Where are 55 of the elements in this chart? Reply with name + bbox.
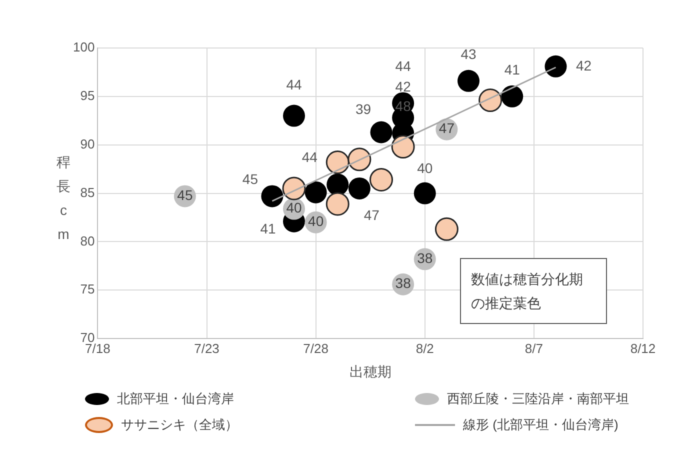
point [370,168,393,192]
annotation: 数値は穂首分化期の推定葉色 [471,270,584,313]
annotation: 42 [395,78,412,95]
annotation: 45 [177,187,193,204]
x-axis-title: 出穂期 [349,363,392,380]
x-tick-label: 7/23 [194,340,220,356]
annotation: 43 [460,46,476,62]
point [414,182,436,204]
point [478,88,502,112]
x-tick-label: 8/7 [524,340,543,356]
legend-label: 北部平坦・仙台湾岸 [117,390,234,408]
point [370,121,392,144]
annotation: 41 [504,61,520,78]
y-axis-title: 稈長cm [56,153,71,244]
y-tick-label: 90 [80,136,95,152]
point [348,177,370,200]
point [282,176,306,200]
y-tick-label: 100 [72,40,95,55]
annotation: 44 [302,149,318,166]
point [283,104,305,127]
legend-label: 線形 (北部平坦・仙台湾岸) [463,416,618,434]
y-tick-label: 95 [80,88,95,104]
annotation: 44 [286,76,302,93]
x-tick-label: 8/2 [416,340,434,356]
y-tick-label: 85 [80,184,95,200]
annotation: 38 [417,250,433,266]
point [326,174,349,196]
point [458,70,480,92]
point [501,85,524,108]
point [326,192,350,216]
annotation: 40 [286,200,302,216]
y-tick-label: 75 [80,282,95,297]
point [391,135,415,159]
annotation: 40 [417,160,433,176]
point [261,185,284,208]
annotation: 42 [576,57,592,74]
point [434,217,458,241]
legend-label: ササニシキ（全域） [121,416,238,434]
point [326,150,350,174]
annotation: 44 [395,58,412,74]
point [544,55,567,78]
annotation: 48 [395,98,412,114]
y-tick-label: 80 [80,233,95,248]
annotation: 47 [364,206,380,223]
legend-label: 西部丘陵・三陸沿岸・南部平坦 [447,390,629,408]
annotation: 39 [355,101,372,118]
annotation: 38 [395,275,412,292]
x-tick-label: 7/28 [303,340,328,356]
annotation: 45 [242,171,258,188]
x-tick-label: 8/12 [630,340,656,356]
point [304,181,327,204]
annotation: 41 [260,220,276,236]
point [348,148,372,172]
annotation: 47 [438,120,455,136]
annotation: 40 [308,213,324,230]
